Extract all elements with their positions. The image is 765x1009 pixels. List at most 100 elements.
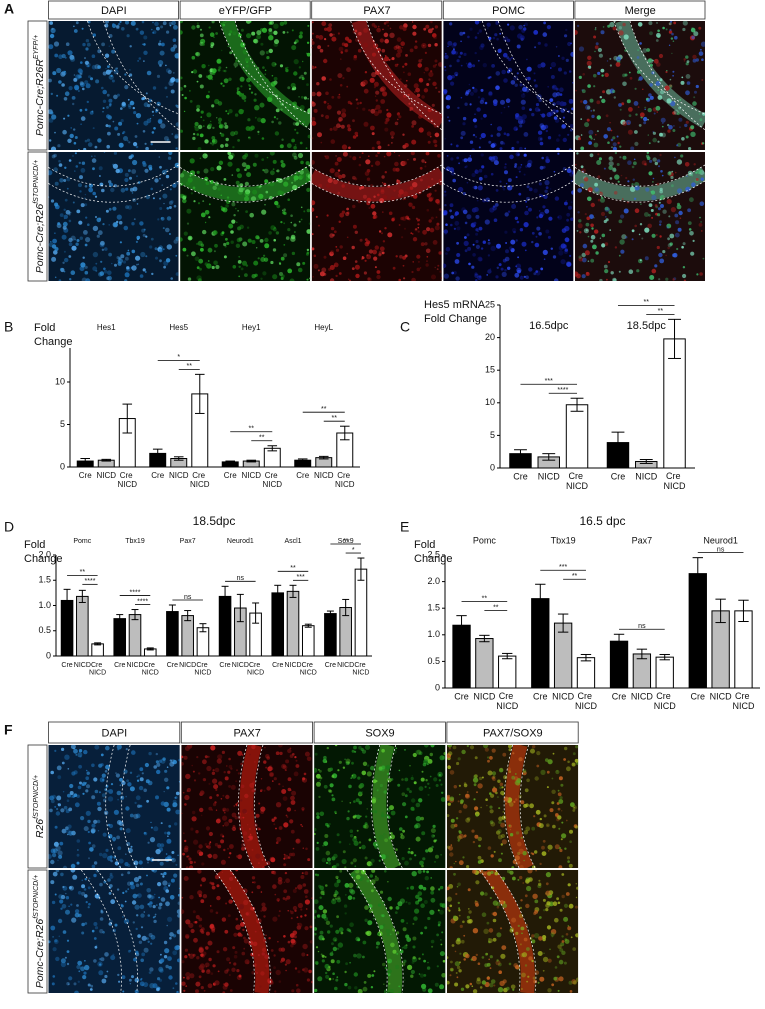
cell [108, 796, 113, 801]
cell [560, 784, 563, 787]
cell [331, 96, 334, 99]
cell [617, 142, 619, 144]
cell [206, 112, 211, 117]
cell [244, 168, 247, 171]
cell [244, 794, 248, 798]
cell [569, 840, 572, 843]
cell [551, 790, 555, 794]
cell [52, 901, 55, 904]
cell [467, 157, 472, 162]
cell [184, 795, 189, 800]
cell [256, 972, 258, 974]
cell [300, 824, 302, 826]
cell [551, 75, 555, 79]
cell [148, 941, 150, 943]
cell [144, 169, 148, 173]
cell [124, 862, 128, 866]
cell [502, 794, 504, 796]
cell [581, 165, 584, 168]
cell [131, 750, 136, 755]
cell [368, 109, 370, 111]
cell [362, 956, 365, 959]
cell [231, 202, 235, 206]
cell [341, 801, 342, 802]
cell [345, 894, 346, 895]
cell [381, 814, 385, 818]
cell [235, 60, 238, 63]
cell [306, 147, 308, 149]
cell [563, 117, 565, 119]
cell [214, 244, 218, 248]
cell [133, 142, 137, 146]
cell [590, 137, 592, 139]
cell [255, 154, 259, 158]
cell [408, 848, 410, 850]
cell [374, 86, 376, 88]
cell [437, 268, 439, 270]
cell [419, 973, 421, 975]
cell [397, 179, 399, 181]
cell [519, 849, 524, 854]
cell [314, 833, 316, 835]
cell [598, 48, 602, 52]
cell [127, 871, 130, 874]
cell [196, 243, 198, 245]
cell [58, 803, 59, 804]
cell [301, 96, 304, 99]
cell [630, 147, 634, 151]
cell [156, 988, 160, 992]
cell [226, 242, 229, 245]
cell [662, 126, 664, 128]
cell [496, 38, 499, 41]
cell [242, 754, 244, 756]
cell [587, 197, 592, 202]
cell [571, 201, 573, 203]
cell [360, 102, 362, 104]
cell [488, 239, 490, 241]
cell [241, 785, 245, 789]
cell [195, 921, 198, 924]
cell [492, 771, 496, 775]
cell [677, 159, 682, 164]
cell [455, 861, 456, 862]
cell [445, 223, 448, 226]
cell [446, 907, 449, 910]
cell [179, 87, 183, 91]
cell [159, 979, 162, 982]
cell [65, 910, 70, 915]
cell [170, 895, 175, 900]
cell [488, 771, 493, 776]
cell [134, 877, 139, 882]
cell [350, 834, 353, 837]
cell [481, 89, 484, 92]
cell [470, 92, 474, 96]
cell [175, 79, 179, 83]
cell [535, 243, 540, 248]
cell [424, 743, 429, 748]
cell [67, 950, 70, 953]
cell [674, 36, 678, 40]
cell [183, 792, 185, 794]
cell [475, 169, 477, 171]
cell [435, 225, 440, 230]
cell [396, 906, 400, 910]
cell [270, 151, 275, 156]
cell [453, 873, 456, 876]
cell [671, 184, 674, 187]
cell [464, 236, 467, 239]
cell [485, 953, 488, 956]
cell [376, 941, 380, 945]
cell [110, 873, 113, 876]
cell [458, 902, 460, 904]
cell [183, 977, 185, 979]
cell [68, 255, 71, 258]
cell [579, 46, 584, 51]
cell [485, 102, 488, 105]
cell [93, 922, 97, 926]
cell [353, 135, 357, 139]
cell [529, 188, 533, 192]
cell [605, 207, 609, 211]
cell [348, 279, 350, 281]
cell [431, 898, 436, 903]
cell [249, 754, 251, 756]
